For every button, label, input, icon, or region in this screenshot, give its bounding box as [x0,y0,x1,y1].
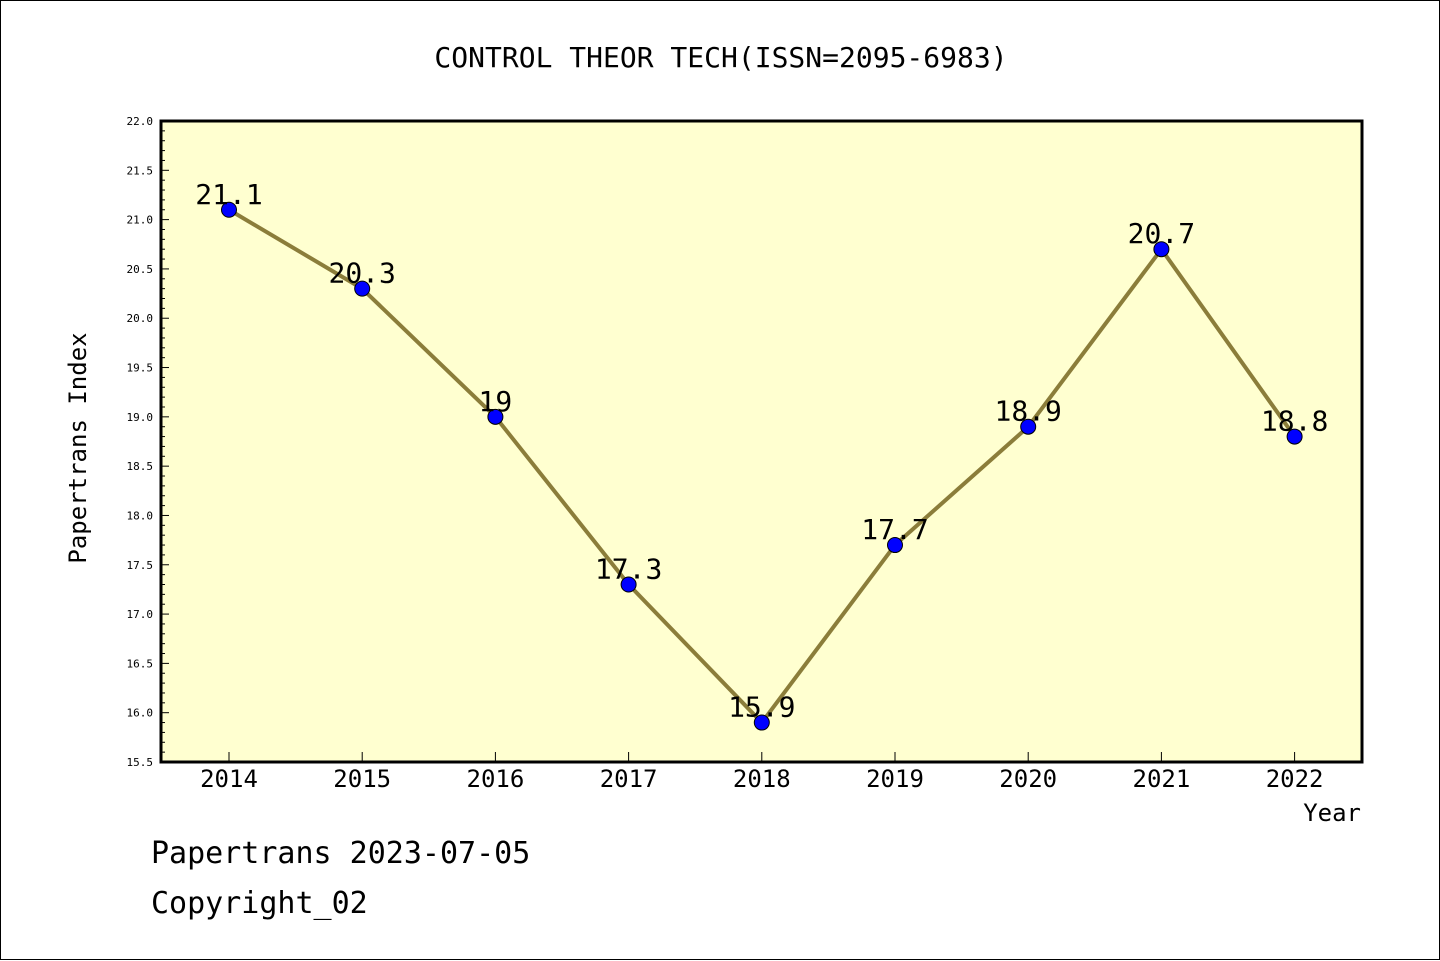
x-tick-label: 2016 [467,765,525,793]
x-axis: 2014 2015 2016 2017 2018 2019 2020 2021 2022 [200,752,1323,793]
data-label: 15.9 [728,691,795,724]
footer-date: Papertrans 2023-07-05 [151,836,531,871]
data-label: 17.7 [861,513,928,546]
series-markers [221,201,1303,731]
data-label: 21.1 [195,178,262,211]
x-tick-label: 2017 [600,765,658,793]
x-tick-label: 2020 [999,765,1057,793]
y-tick-label: 21.0 [127,214,154,227]
data-point [221,201,237,218]
y-tick-label: 17.5 [127,559,154,572]
y-tick-label: 17.0 [127,608,154,621]
data-point [753,714,770,731]
data-label: 17.3 [595,552,662,585]
data-point [620,576,637,593]
data-point [487,408,504,425]
x-tick-label: 2015 [333,765,391,793]
data-label: 20.3 [328,257,395,290]
y-tick-label: 21.5 [127,164,154,177]
x-tick-label: 2022 [1266,765,1324,793]
x-tick-label: 2021 [1133,765,1191,793]
y-tick-label: 18.5 [127,460,154,473]
x-tick-label: 2018 [733,765,791,793]
data-point [1020,418,1037,435]
data-point [887,537,903,554]
y-tick-label: 22.0 [127,115,154,128]
data-label: 19 [479,385,513,418]
y-tick-label: 20.5 [127,263,154,276]
data-point [354,280,371,297]
data-point [1286,428,1303,445]
data-point [1153,241,1170,258]
x-tick-label: 2014 [200,765,258,793]
y-tick-label: 19.5 [127,362,154,375]
y-tick-label: 16.5 [127,657,154,670]
y-tick-label: 19.0 [127,411,154,424]
data-label: 20.7 [1128,217,1195,250]
x-axis-label: Year [1303,799,1361,827]
data-label: 18.9 [994,395,1061,428]
y-tick-label: 18.0 [127,509,154,522]
y-tick-label: 20.0 [127,312,154,325]
x-tick-label: 2019 [866,765,924,793]
plot-area [159,119,1364,764]
data-label: 18.8 [1261,405,1328,438]
y-tick-label: 16.0 [127,707,154,720]
chart-title: CONTROL THEOR TECH(ISSN=2095-6983) [434,41,1007,74]
y-axis-label: Papertrans Index [64,332,92,563]
data-labels: 21.1 20.3 19 17.3 15.9 17.7 18.9 20.7 18.8 [195,178,1328,724]
footer-copyright: Copyright_02 [151,886,368,921]
y-axis: 15.5 16.0 16.5 17.0 17.5 18.0 18.5 19.0 19.5 20.0… [127,115,169,769]
y-tick-label: 15.5 [127,756,154,769]
